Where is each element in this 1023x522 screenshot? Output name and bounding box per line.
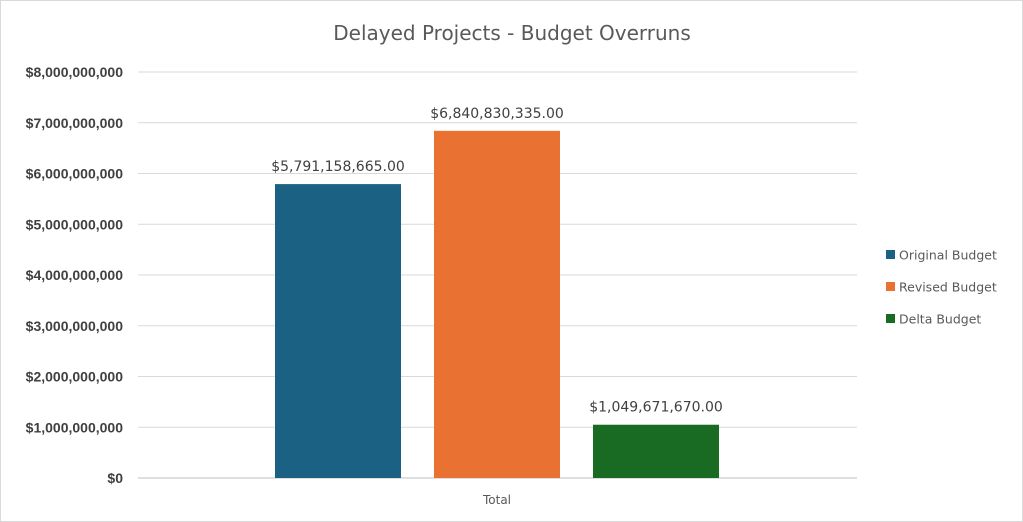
data-labels: $5,791,158,665.00 $6,840,830,335.00 $1,049…: [271, 106, 723, 416]
x-axis-tick-labels: Total: [482, 493, 511, 507]
data-label: $5,791,158,665.00: [271, 159, 405, 175]
legend-item-original-budget[interactable]: Original Budget: [886, 248, 997, 263]
y-tick-label: $3,000,000,000: [26, 318, 124, 334]
bar-original-budget[interactable]: [275, 184, 401, 478]
y-tick-label: $8,000,000,000: [26, 64, 124, 80]
chart-title: Delayed Projects - Budget Overruns: [333, 21, 691, 45]
y-tick-label: $0: [107, 470, 123, 486]
legend-item-revised-budget[interactable]: Revised Budget: [886, 280, 997, 295]
data-label: $6,840,830,335.00: [430, 106, 564, 122]
y-tick-label: $7,000,000,000: [26, 115, 124, 131]
legend-swatch: [886, 314, 895, 323]
y-axis-tick-labels: $0 $1,000,000,000 $2,000,000,000 $3,000,000…: [26, 64, 124, 486]
legend-label: Delta Budget: [899, 312, 981, 327]
x-tick-label: Total: [482, 493, 511, 507]
legend-label: Revised Budget: [899, 280, 997, 295]
legend-label: Original Budget: [899, 248, 997, 263]
y-tick-label: $6,000,000,000: [26, 166, 124, 182]
y-tick-label: $4,000,000,000: [26, 267, 124, 283]
legend-swatch: [886, 250, 895, 259]
data-label: $1,049,671,670.00: [589, 400, 723, 416]
legend-swatch: [886, 282, 895, 291]
legend[interactable]: Original Budget Revised Budget Delta Budge…: [886, 248, 997, 327]
bar-revised-budget[interactable]: [434, 130, 560, 478]
y-tick-label: $2,000,000,000: [26, 369, 124, 385]
y-tick-label: $5,000,000,000: [26, 216, 124, 232]
bar-delta-budget[interactable]: [593, 424, 719, 478]
y-tick-label: $1,000,000,000: [26, 419, 124, 435]
legend-item-delta-budget[interactable]: Delta Budget: [886, 312, 981, 327]
bars: [275, 130, 719, 478]
